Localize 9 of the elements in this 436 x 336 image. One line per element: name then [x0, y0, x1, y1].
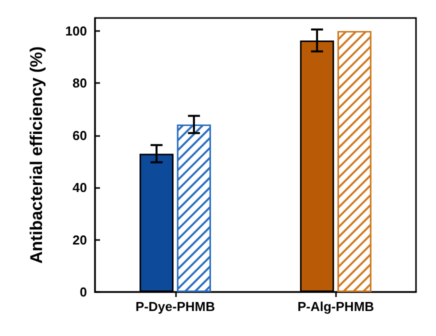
y-tick-label: 80 [72, 76, 87, 91]
x-tick-label: P-Alg-PHMB [297, 299, 374, 314]
x-tick-label: P-Dye-PHMB [136, 299, 215, 314]
y-tick-label: 20 [72, 232, 87, 248]
y-tick-label: 40 [72, 180, 87, 196]
y-tick-label: 0 [80, 284, 87, 300]
y-tick-label: 100 [65, 24, 87, 39]
y-axis-title: Antibacterial efficiency (%) [27, 46, 46, 264]
y-tick-label: 60 [72, 128, 87, 143]
